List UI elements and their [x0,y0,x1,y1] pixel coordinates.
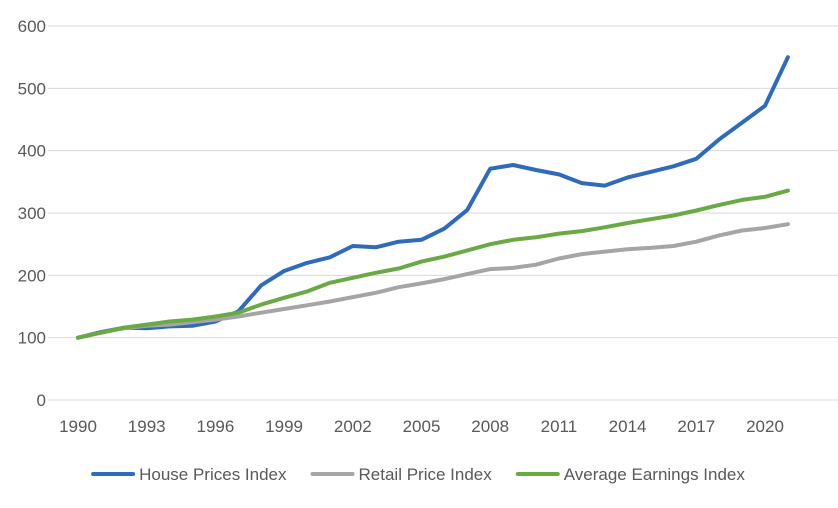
y-tick-label: 100 [18,329,46,348]
legend-label: Average Earnings Index [564,465,746,484]
x-tick-label: 2017 [677,417,715,436]
series-line-house-prices-index [76,55,790,340]
x-tick-label: 2014 [609,417,647,436]
x-tick-label: 1999 [265,417,303,436]
series-lines [76,55,790,340]
x-tick-label: 1993 [128,417,166,436]
x-tick-label: 2008 [471,417,509,436]
x-tick-label: 2005 [403,417,441,436]
x-tick-label: 2002 [334,417,372,436]
legend-label: Retail Price Index [359,465,493,484]
x-tick-label: 1990 [59,417,97,436]
y-tick-label: 400 [18,142,46,161]
legend-item: Retail Price Index [310,465,493,484]
y-tick-label: 0 [37,391,46,410]
x-axis: 1990 1993 1996 1999 2002 2005 2008 2011 2014 2017… [59,417,784,436]
legend-label: House Prices Index [139,465,287,484]
x-tick-label: 1996 [196,417,234,436]
x-tick-label: 2011 [541,417,578,436]
y-tick-label: 200 [18,266,46,285]
y-tick-label: 300 [18,204,46,223]
legend-item: House Prices Index [91,465,287,484]
y-axis: 0 100 200 300 400 500 600 [18,17,46,410]
legend: House Prices Index Retail Price Index Aver… [91,465,746,484]
series-line-retail-price-index [76,222,790,340]
legend-item: Average Earnings Index [515,465,746,484]
gridlines [48,25,838,401]
series-line-average-earnings-index [76,188,790,340]
x-tick-label: 2020 [746,417,784,436]
y-tick-label: 500 [18,79,46,98]
y-tick-label: 600 [18,17,46,36]
